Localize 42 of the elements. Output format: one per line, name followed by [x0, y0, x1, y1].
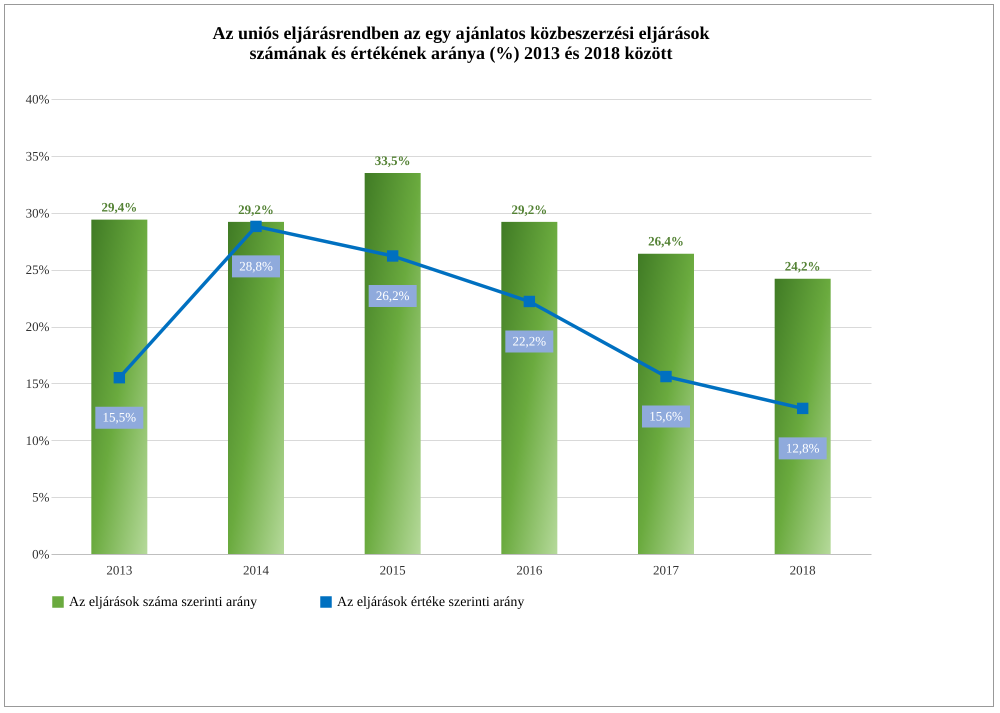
x-tick-label: 2017 [653, 562, 680, 578]
point [524, 296, 536, 308]
data-label: 12,8% [786, 440, 820, 456]
point [660, 370, 672, 382]
data-label: 15,5% [102, 410, 136, 425]
x-tick-label: 2013 [106, 562, 132, 578]
data-label: 15,6% [649, 408, 683, 424]
data-label: 24,2% [784, 258, 821, 274]
y-tick-label: 35% [26, 148, 50, 164]
data-label: 28,8% [239, 258, 273, 274]
y-tick-label: 15% [26, 376, 50, 391]
y-tick-label: 5% [32, 490, 50, 505]
y-tick-label: 40% [26, 92, 50, 106]
y-tick-label: 20% [26, 319, 50, 334]
y-tick-label: 25% [26, 262, 50, 278]
x-tick-label: 2015 [380, 562, 406, 578]
point [386, 250, 398, 262]
bar [91, 220, 148, 554]
point [114, 372, 126, 384]
bar [638, 254, 694, 554]
bar [501, 222, 558, 554]
legend-label: Az eljárások száma szerinti arány [69, 595, 258, 610]
data-label: 26,4% [648, 234, 684, 249]
data-label: 22,2% [512, 333, 546, 348]
data-label: 29,4% [101, 200, 138, 215]
bar [774, 278, 831, 554]
x-tick-label: 2014 [243, 562, 270, 578]
x-tick-label: 2016 [516, 562, 543, 578]
data-label: 26,2% [376, 288, 410, 303]
data-label: 29,2% [238, 202, 274, 217]
x-tick-label: 2018 [790, 562, 816, 578]
chart-title: Az uniós eljárásrendben az egy ajánlatos közbeszerzési eljárások számának és értékének aránya (%) 2013 és 2018 között [212, 23, 710, 63]
bar [364, 172, 421, 554]
point [796, 402, 808, 414]
y-tick-label: 0% [32, 546, 50, 562]
data-label: 33,5% [374, 152, 411, 168]
y-tick-label: 30% [26, 205, 50, 220]
bar [228, 222, 284, 554]
data-label: 29,2% [511, 202, 548, 217]
y-tick-label: 10% [26, 432, 50, 448]
legend-label: Az eljárások értéke szerinti arány [337, 595, 524, 610]
point [250, 220, 262, 232]
